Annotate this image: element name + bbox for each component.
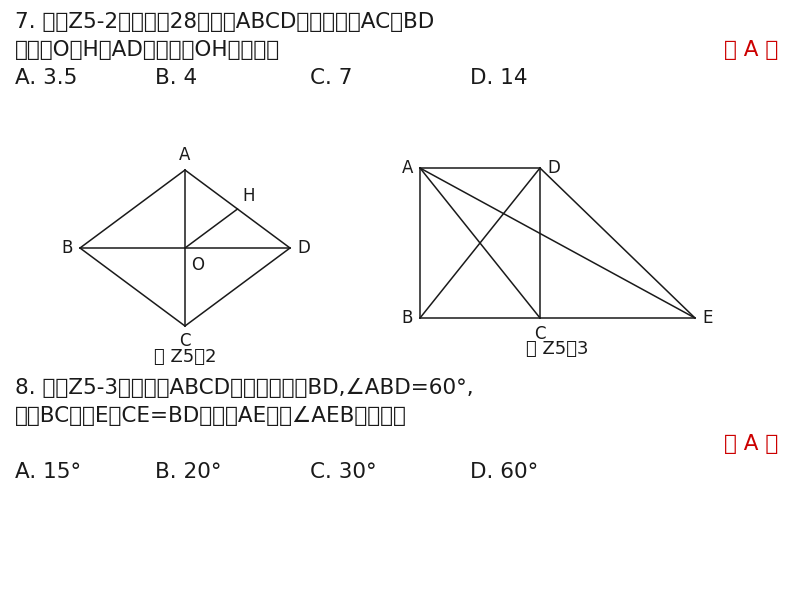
Text: A: A <box>402 159 413 177</box>
Text: C. 30°: C. 30° <box>310 462 376 482</box>
Text: C: C <box>179 332 191 350</box>
Text: H: H <box>242 187 255 205</box>
Text: 图 Z5－3: 图 Z5－3 <box>526 340 588 358</box>
Text: 7. 如图Z5-2，周长为28的菱形ABCD中，对角线AC，BD: 7. 如图Z5-2，周长为28的菱形ABCD中，对角线AC，BD <box>15 12 434 32</box>
Text: 图 Z5－2: 图 Z5－2 <box>154 348 216 366</box>
Text: B. 4: B. 4 <box>155 68 197 88</box>
Text: 8. 如图Z5-3，四边形ABCD是矩形，连接BD,∠ABD=60°,: 8. 如图Z5-3，四边形ABCD是矩形，连接BD,∠ABD=60°, <box>15 378 474 398</box>
Text: （ A ）: （ A ） <box>724 434 778 454</box>
Text: 延长BC到点E使CE=BD，连接AE，则∠AEB的度数为: 延长BC到点E使CE=BD，连接AE，则∠AEB的度数为 <box>15 406 407 426</box>
Text: A: A <box>179 146 191 164</box>
Text: （ A ）: （ A ） <box>724 40 778 60</box>
Text: D. 60°: D. 60° <box>470 462 538 482</box>
Text: A. 15°: A. 15° <box>15 462 81 482</box>
Text: D. 14: D. 14 <box>470 68 528 88</box>
Text: B: B <box>402 309 413 327</box>
Text: E: E <box>702 309 712 327</box>
Text: C: C <box>534 325 545 343</box>
Text: 交于点O，H为AD边中点，OH的长等于: 交于点O，H为AD边中点，OH的长等于 <box>15 40 280 60</box>
Text: B. 20°: B. 20° <box>155 462 222 482</box>
Text: A. 3.5: A. 3.5 <box>15 68 77 88</box>
Text: B: B <box>62 239 73 257</box>
Text: D: D <box>297 239 310 257</box>
Text: O: O <box>191 256 204 274</box>
Text: C. 7: C. 7 <box>310 68 353 88</box>
Text: D: D <box>547 159 560 177</box>
